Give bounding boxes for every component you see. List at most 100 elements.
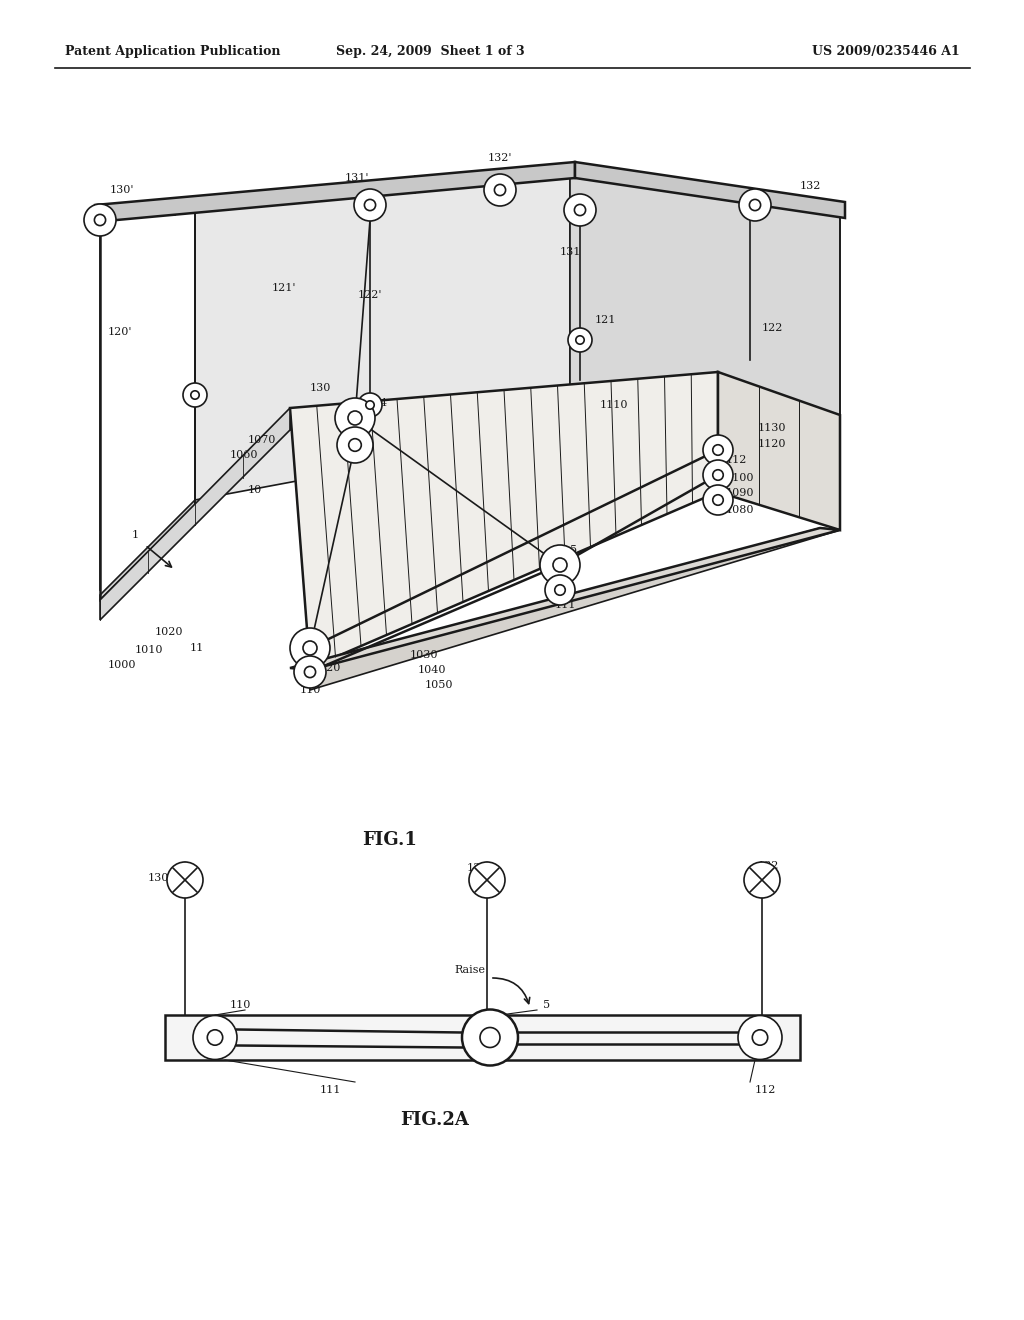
Circle shape (564, 194, 596, 226)
Circle shape (540, 545, 580, 585)
Text: 130: 130 (148, 873, 169, 883)
Polygon shape (95, 162, 575, 222)
Text: 1130: 1130 (758, 422, 786, 433)
Polygon shape (100, 408, 290, 620)
Circle shape (713, 445, 723, 455)
Circle shape (167, 862, 203, 898)
Text: 131': 131' (345, 173, 370, 183)
Text: 1040: 1040 (418, 665, 446, 675)
Text: Raise: Raise (455, 965, 485, 975)
Circle shape (303, 642, 317, 655)
Text: 1010: 1010 (135, 645, 164, 655)
Circle shape (190, 391, 200, 399)
Text: 1100: 1100 (726, 473, 755, 483)
Circle shape (575, 335, 585, 345)
Text: 122: 122 (762, 323, 783, 333)
Text: 120': 120' (108, 327, 132, 337)
Text: 1030: 1030 (410, 649, 438, 660)
Text: FIG.2A: FIG.2A (400, 1111, 469, 1129)
Text: 1060: 1060 (230, 450, 258, 459)
Circle shape (462, 1010, 518, 1065)
Polygon shape (718, 372, 840, 531)
Text: 1080: 1080 (726, 506, 755, 515)
Text: 132: 132 (758, 861, 779, 871)
Circle shape (358, 393, 382, 417)
Circle shape (555, 585, 565, 595)
Circle shape (354, 189, 386, 220)
Circle shape (207, 1030, 222, 1045)
Polygon shape (575, 162, 845, 218)
Text: 110: 110 (300, 685, 322, 696)
Circle shape (738, 1015, 782, 1060)
Text: Sep. 24, 2009  Sheet 1 of 3: Sep. 24, 2009 Sheet 1 of 3 (336, 45, 524, 58)
Text: 1090: 1090 (726, 488, 755, 498)
Circle shape (744, 862, 780, 898)
Text: 1050: 1050 (425, 680, 454, 690)
Text: 120: 120 (319, 663, 341, 673)
Circle shape (739, 189, 771, 220)
Text: 121': 121' (272, 282, 297, 293)
Text: 5: 5 (543, 1001, 550, 1010)
Circle shape (495, 185, 506, 195)
Text: 10: 10 (248, 484, 262, 495)
Polygon shape (195, 165, 570, 500)
Polygon shape (100, 500, 195, 601)
Text: 1: 1 (132, 531, 139, 540)
Circle shape (335, 399, 375, 438)
Text: 1000: 1000 (108, 660, 136, 671)
Text: Patent Application Publication: Patent Application Publication (65, 45, 281, 58)
Circle shape (294, 656, 326, 688)
Circle shape (703, 459, 733, 490)
Circle shape (480, 1027, 500, 1048)
Circle shape (484, 174, 516, 206)
Circle shape (366, 401, 374, 409)
Circle shape (545, 576, 575, 605)
Circle shape (574, 205, 586, 215)
Text: 1110: 1110 (600, 400, 629, 411)
Circle shape (304, 667, 315, 677)
Text: 1070: 1070 (248, 436, 276, 445)
Polygon shape (290, 372, 718, 668)
Text: 11: 11 (190, 643, 204, 653)
Circle shape (348, 411, 362, 425)
Text: 4: 4 (380, 399, 387, 408)
Circle shape (365, 199, 376, 211)
Circle shape (568, 327, 592, 352)
Circle shape (703, 436, 733, 465)
Text: 1120: 1120 (758, 440, 786, 449)
Text: 111: 111 (319, 1085, 341, 1096)
Circle shape (290, 628, 330, 668)
Polygon shape (310, 528, 840, 690)
Circle shape (553, 558, 567, 572)
Circle shape (349, 438, 361, 451)
Text: 111: 111 (555, 601, 577, 610)
Circle shape (713, 495, 723, 506)
Circle shape (753, 1030, 768, 1045)
Text: 131: 131 (560, 247, 582, 257)
Circle shape (183, 383, 207, 407)
Circle shape (337, 426, 373, 463)
Text: 5: 5 (570, 545, 578, 554)
Text: 112: 112 (755, 1085, 776, 1096)
Polygon shape (570, 165, 840, 520)
Text: 1020: 1020 (155, 627, 183, 638)
Circle shape (713, 470, 723, 480)
Text: US 2009/0235446 A1: US 2009/0235446 A1 (812, 45, 961, 58)
Polygon shape (290, 528, 840, 671)
Text: 122': 122' (358, 290, 383, 300)
Circle shape (469, 862, 505, 898)
Circle shape (750, 199, 761, 211)
Text: 121: 121 (595, 315, 616, 325)
Text: FIG.1: FIG.1 (362, 832, 418, 849)
Circle shape (703, 484, 733, 515)
Text: 132: 132 (800, 181, 821, 191)
Text: 130: 130 (310, 383, 332, 393)
Text: 132': 132' (488, 153, 512, 162)
Text: 3: 3 (368, 399, 375, 408)
Text: 112: 112 (726, 455, 748, 465)
Polygon shape (165, 1015, 800, 1060)
Circle shape (94, 214, 105, 226)
Circle shape (84, 205, 116, 236)
Text: 131: 131 (467, 863, 488, 873)
Text: 130': 130' (110, 185, 134, 195)
